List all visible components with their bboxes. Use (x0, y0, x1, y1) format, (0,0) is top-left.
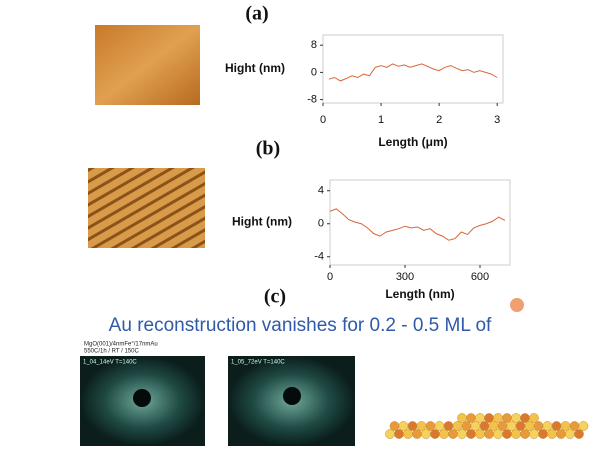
atom (390, 421, 399, 430)
atom (493, 413, 502, 422)
caption: Au reconstruction vanishes for 0.2 - 0.5… (109, 315, 492, 336)
atom (480, 421, 489, 430)
atom (529, 413, 538, 422)
atom (507, 421, 516, 430)
y-tick-label: -4 (314, 251, 324, 263)
atom (520, 429, 529, 438)
atom (484, 413, 493, 422)
panel-label: (b) (256, 138, 280, 160)
x-tick-label: 0 (327, 271, 333, 283)
atom (511, 429, 520, 438)
atom (543, 421, 552, 430)
atom (570, 421, 579, 430)
atom (556, 429, 565, 438)
panel-label: (a) (245, 3, 268, 25)
atom (462, 421, 471, 430)
figure: (a) (b) (c) Au reconstruction vanishes f… (0, 0, 602, 454)
atom (502, 429, 511, 438)
x-tick-label: 300 (396, 271, 414, 283)
atom (516, 421, 525, 430)
atom (471, 421, 480, 430)
y-tick-label: 8 (311, 39, 317, 51)
leed-label: 1_04_14eV T=140C (83, 360, 137, 366)
atom (525, 421, 534, 430)
atom (547, 429, 556, 438)
x-tick-label: 0 (320, 114, 326, 126)
afm-image-a (95, 25, 200, 105)
atom (448, 429, 457, 438)
y-axis-label: Hight (nm) (232, 215, 292, 229)
atom (466, 413, 475, 422)
x-tick-label: 3 (494, 114, 500, 126)
atom (534, 421, 543, 430)
atom (394, 429, 403, 438)
y-tick-label: 0 (311, 66, 317, 78)
y-axis-label: Hight (nm) (225, 61, 285, 75)
atom-model (385, 413, 588, 438)
y-tick-label: 4 (318, 185, 324, 197)
profile-line (330, 209, 505, 240)
atom (457, 429, 466, 438)
atom (457, 413, 466, 422)
dot (510, 298, 524, 312)
atom (489, 421, 498, 430)
afm-image-b (88, 168, 205, 248)
atom (417, 421, 426, 430)
atom (421, 429, 430, 438)
atom (403, 429, 412, 438)
atom (426, 421, 435, 430)
atom (444, 421, 453, 430)
atom (552, 421, 561, 430)
atom (493, 429, 502, 438)
atom (412, 429, 421, 438)
leed-label: 1_05_72eV T=140C (231, 360, 285, 366)
atom (538, 429, 547, 438)
atom (408, 421, 417, 430)
x-axis-label: Length (μm) (378, 135, 447, 149)
atom (520, 413, 529, 422)
atom (430, 429, 439, 438)
panel-label: (c) (264, 286, 286, 308)
atom (385, 429, 394, 438)
atom (439, 429, 448, 438)
atom (498, 421, 507, 430)
profile-line (329, 64, 497, 81)
leed-header: MgO(001)/4nmFe°/17nmAu (84, 342, 158, 348)
leed-shadow (283, 387, 301, 405)
atom (561, 421, 570, 430)
atom (475, 429, 484, 438)
atom (399, 421, 408, 430)
atom (574, 429, 583, 438)
atom (453, 421, 462, 430)
x-tick-label: 2 (436, 114, 442, 126)
x-tick-label: 600 (471, 271, 489, 283)
atom (529, 429, 538, 438)
atom (435, 421, 444, 430)
y-tick-label: -8 (307, 94, 317, 106)
x-tick-label: 1 (378, 114, 384, 126)
x-axis-label: Length (nm) (385, 287, 454, 301)
atom (502, 413, 511, 422)
leed-header: 550C/1h / RT / 150C (84, 349, 139, 355)
atom (466, 429, 475, 438)
atom (579, 421, 588, 430)
atom (511, 413, 520, 422)
atom (565, 429, 574, 438)
frame (323, 35, 503, 103)
y-tick-label: 0 (318, 218, 324, 230)
leed-shadow (133, 389, 151, 407)
atom (484, 429, 493, 438)
atom (475, 413, 484, 422)
